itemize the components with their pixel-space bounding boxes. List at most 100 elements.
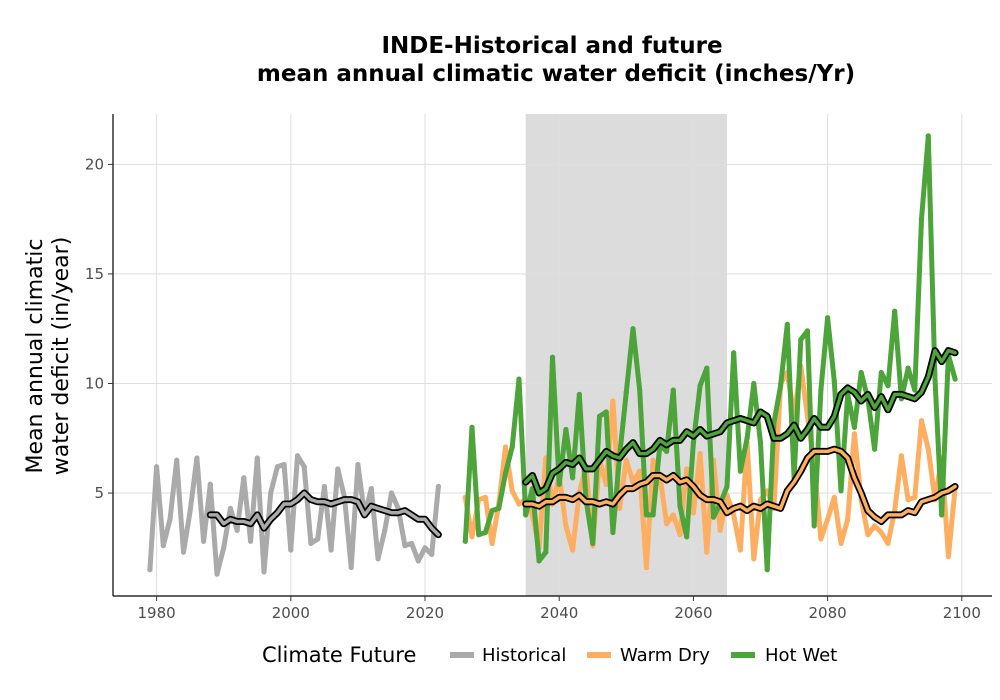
x-tick-label: 2040 (540, 604, 578, 622)
point-historical (274, 464, 280, 470)
point-historical (301, 464, 307, 470)
point-warm-dry (570, 547, 576, 553)
smoothed-line-historical-smoothed (208, 491, 441, 537)
chart-title-line-1: INDE-Historical and future (381, 33, 722, 59)
point-historical (422, 545, 428, 551)
point-hot-wet (637, 387, 643, 393)
point-hot-wet (892, 308, 898, 314)
point-hot-wet (818, 387, 824, 393)
point-hot-wet (885, 383, 891, 389)
point-warm-dry (650, 457, 656, 463)
point-historical (187, 507, 193, 514)
x-tick-label: 2100 (943, 604, 981, 622)
point-historical (167, 516, 173, 522)
point-historical (375, 556, 381, 562)
point-hot-wet (596, 413, 603, 419)
point-historical (154, 464, 160, 470)
point-hot-wet (670, 387, 676, 393)
point-historical (288, 547, 294, 553)
y-axis-label-line-2: water deficit (in/year) (49, 237, 74, 476)
point-hot-wet (610, 529, 616, 536)
point-warm-dry (610, 398, 616, 404)
point-warm-dry (945, 553, 951, 560)
series-layer (147, 133, 959, 577)
point-historical (294, 453, 301, 459)
point-hot-wet (462, 538, 468, 544)
point-warm-dry (898, 453, 905, 459)
point-hot-wet (704, 365, 710, 371)
point-hot-wet (751, 380, 757, 387)
point-historical (348, 564, 354, 571)
point-historical (261, 569, 267, 575)
series-line-hot-wet (462, 133, 958, 573)
point-hot-wet (710, 514, 717, 520)
point-historical (221, 545, 227, 551)
y-tick-label: 20 (85, 155, 104, 173)
point-hot-wet (878, 369, 884, 376)
point-hot-wet (684, 534, 690, 540)
point-hot-wet (905, 365, 911, 371)
point-hot-wet (939, 512, 945, 518)
point-hot-wet (603, 409, 609, 415)
point-warm-dry (912, 494, 918, 501)
point-hot-wet (798, 337, 804, 343)
point-hot-wet (932, 376, 938, 382)
point-warm-dry (643, 564, 650, 571)
point-hot-wet (543, 549, 549, 555)
point-hot-wet (650, 512, 656, 518)
point-historical (328, 547, 334, 553)
point-hot-wet (677, 503, 683, 509)
point-historical (415, 558, 421, 564)
chart-title-line-2: mean annual climatic water deficit (inch… (257, 61, 855, 87)
x-tick-label: 2020 (406, 604, 444, 622)
point-historical (234, 527, 240, 533)
point-historical (194, 455, 200, 461)
point-hot-wet (549, 354, 556, 360)
point-hot-wet (744, 435, 750, 441)
point-hot-wet (469, 424, 475, 430)
point-warm-dry (690, 510, 697, 516)
point-warm-dry (489, 540, 495, 547)
shaded-period-layer (525, 114, 727, 596)
point-warm-dry (925, 446, 931, 452)
series-hot-wet-smoothed (522, 347, 959, 497)
point-historical (321, 483, 327, 490)
point-warm-dry (663, 521, 670, 527)
axes (112, 114, 992, 597)
point-warm-dry (670, 512, 676, 518)
point-historical (214, 571, 220, 577)
point-hot-wet (630, 326, 636, 332)
y-axis-label: Mean annual climatic water deficit (in/y… (23, 237, 74, 476)
legend: Climate Future Historical Warm Dry Hot W… (262, 643, 837, 667)
point-historical (388, 490, 395, 496)
point-warm-dry (616, 505, 623, 511)
point-warm-dry (482, 494, 489, 501)
point-historical (382, 527, 388, 533)
x-tick-label: 1980 (138, 604, 176, 622)
legend-label-historical: Historical (482, 645, 566, 666)
point-hot-wet (737, 468, 743, 474)
point-hot-wet (663, 448, 670, 454)
shaded-period (525, 114, 727, 596)
tick-labels: 1980 2000 2020 2040 2060 2080 2100 5 10 15 20 (85, 155, 981, 622)
legend-title: Climate Future (262, 643, 416, 667)
point-hot-wet (496, 505, 502, 511)
point-hot-wet (757, 440, 764, 446)
point-hot-wet (784, 321, 790, 327)
point-warm-dry (677, 532, 683, 538)
point-hot-wet (516, 376, 522, 382)
point-warm-dry (905, 497, 911, 503)
point-hot-wet (724, 483, 730, 490)
x-tick-label: 2080 (809, 604, 847, 622)
point-warm-dry (851, 431, 858, 437)
x-tick-label: 2060 (674, 604, 712, 622)
point-historical (160, 543, 166, 549)
point-warm-dry (845, 516, 851, 522)
point-hot-wet (871, 446, 878, 452)
point-hot-wet (858, 369, 864, 376)
point-hot-wet (831, 378, 837, 384)
point-historical (241, 475, 247, 481)
point-warm-dry (918, 418, 925, 424)
y-tick-label: 15 (85, 265, 104, 283)
smoothed-line-warm-dry-smoothed (523, 447, 957, 524)
